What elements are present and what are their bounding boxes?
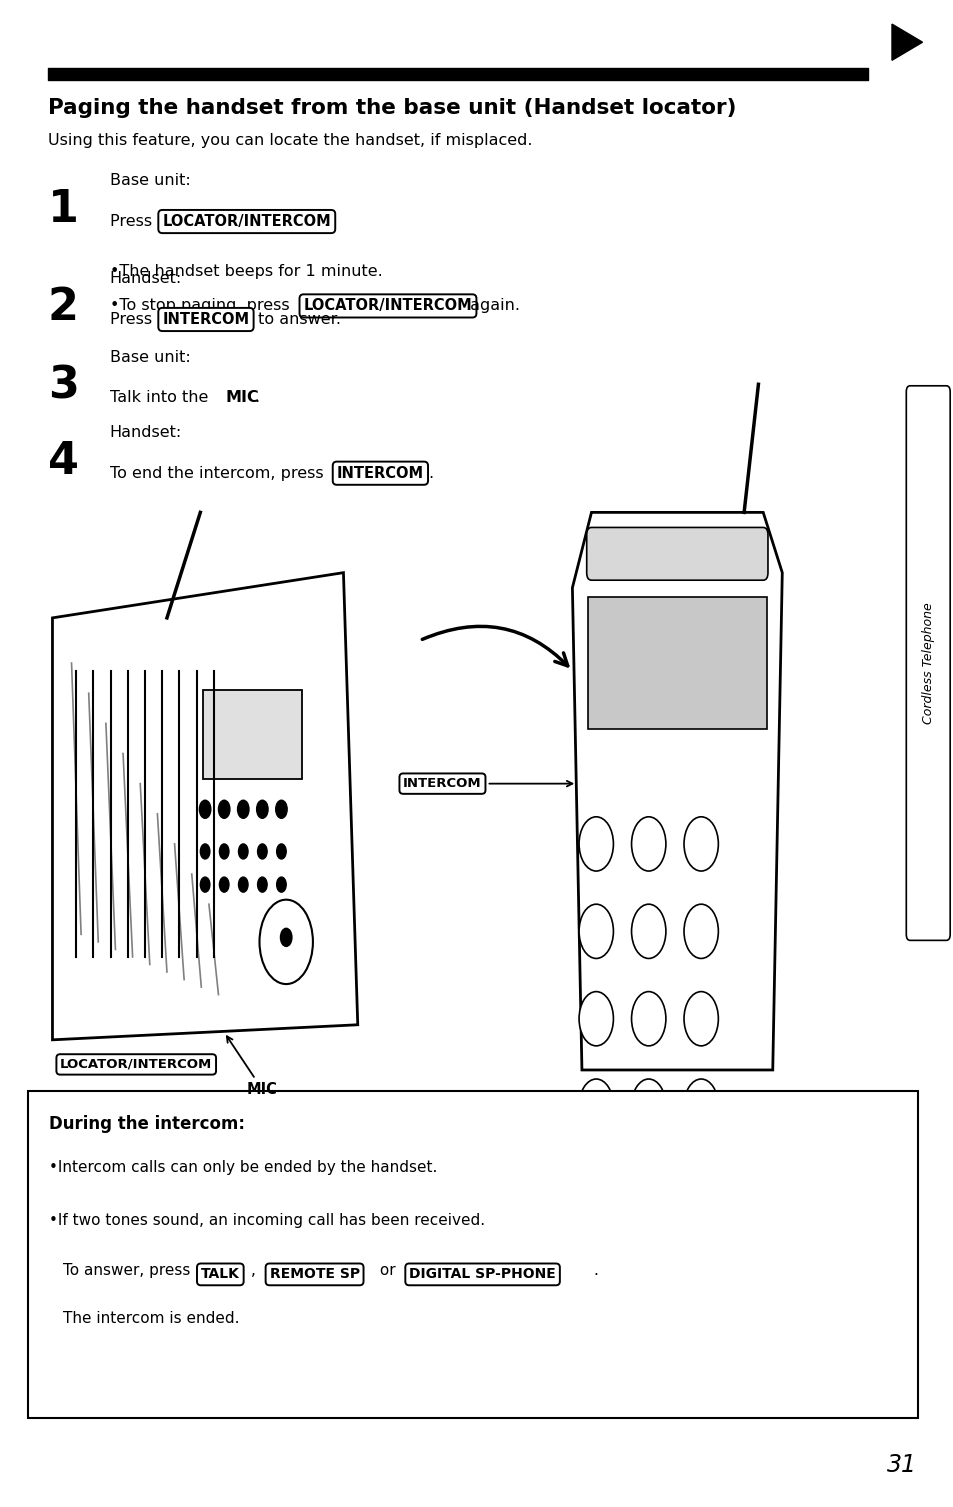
Circle shape — [631, 817, 665, 871]
Polygon shape — [52, 573, 357, 1040]
Circle shape — [578, 817, 613, 871]
Text: Press: Press — [110, 312, 157, 327]
Circle shape — [631, 992, 665, 1046]
Circle shape — [631, 1079, 665, 1133]
Text: MIC: MIC — [227, 1037, 277, 1097]
Circle shape — [199, 800, 211, 818]
Text: Cordless Telephone: Cordless Telephone — [921, 603, 934, 723]
Text: To answer, press: To answer, press — [63, 1263, 195, 1278]
Circle shape — [219, 844, 229, 859]
Text: •To stop paging, press: •To stop paging, press — [110, 298, 294, 313]
Text: Talk into the: Talk into the — [110, 390, 213, 405]
Text: LOCATOR/INTERCOM: LOCATOR/INTERCOM — [60, 1058, 213, 1071]
Text: Base unit:: Base unit: — [110, 173, 191, 188]
FancyBboxPatch shape — [586, 527, 767, 580]
Text: ,: , — [251, 1263, 260, 1278]
Circle shape — [683, 904, 718, 958]
Circle shape — [200, 844, 210, 859]
Text: 3: 3 — [48, 365, 78, 408]
Text: to answer.: to answer. — [253, 312, 341, 327]
Circle shape — [276, 877, 286, 892]
Text: 1: 1 — [48, 188, 78, 232]
Text: INTERCOM: INTERCOM — [403, 778, 481, 790]
Text: Base unit:: Base unit: — [110, 350, 191, 365]
Circle shape — [200, 877, 210, 892]
Circle shape — [275, 800, 287, 818]
Text: REMOTE SP: REMOTE SP — [270, 1267, 359, 1281]
Text: Using this feature, you can locate the handset, if misplaced.: Using this feature, you can locate the h… — [48, 133, 532, 148]
Circle shape — [631, 904, 665, 958]
Circle shape — [256, 800, 268, 818]
Text: LOCATOR/INTERCOM: LOCATOR/INTERCOM — [303, 298, 472, 313]
Text: INTERCOM: INTERCOM — [162, 312, 250, 327]
Text: .: . — [593, 1263, 598, 1278]
Text: •If two tones sound, an incoming call has been received.: •If two tones sound, an incoming call ha… — [49, 1213, 484, 1228]
Text: 4: 4 — [48, 440, 78, 484]
Text: or: or — [375, 1263, 399, 1278]
Circle shape — [280, 928, 292, 946]
Text: .: . — [323, 214, 328, 229]
Circle shape — [276, 844, 286, 859]
Text: .: . — [427, 466, 433, 481]
Text: Handset:: Handset: — [110, 271, 182, 286]
Circle shape — [238, 844, 248, 859]
Text: INTERCOM: INTERCOM — [336, 466, 423, 481]
Circle shape — [259, 900, 313, 984]
Text: 31: 31 — [885, 1453, 916, 1477]
Circle shape — [578, 1079, 613, 1133]
Text: During the intercom:: During the intercom: — [49, 1115, 244, 1133]
Circle shape — [257, 844, 267, 859]
Text: again.: again. — [464, 298, 519, 313]
Text: .: . — [254, 390, 259, 405]
Text: •The handset beeps for 1 minute.: •The handset beeps for 1 minute. — [110, 264, 382, 279]
Circle shape — [237, 800, 249, 818]
FancyBboxPatch shape — [203, 690, 302, 779]
Text: LOCATOR/INTERCOM: LOCATOR/INTERCOM — [162, 214, 331, 229]
Text: The intercom is ended.: The intercom is ended. — [63, 1311, 239, 1326]
Circle shape — [683, 817, 718, 871]
FancyBboxPatch shape — [28, 1091, 917, 1418]
Text: TALK: TALK — [201, 1267, 239, 1281]
Text: 2: 2 — [48, 286, 78, 330]
FancyBboxPatch shape — [587, 597, 766, 729]
Text: Paging the handset from the base unit (Handset locator): Paging the handset from the base unit (H… — [48, 98, 736, 118]
Text: •Intercom calls can only be ended by the handset.: •Intercom calls can only be ended by the… — [49, 1160, 436, 1175]
FancyBboxPatch shape — [905, 386, 949, 940]
Circle shape — [257, 877, 267, 892]
Circle shape — [219, 877, 229, 892]
Text: MIC: MIC — [226, 390, 259, 405]
Circle shape — [578, 904, 613, 958]
Text: Handset:: Handset: — [110, 425, 182, 440]
Text: To end the intercom, press: To end the intercom, press — [110, 466, 328, 481]
Polygon shape — [891, 24, 922, 60]
FancyArrowPatch shape — [422, 627, 567, 666]
Circle shape — [578, 992, 613, 1046]
Circle shape — [683, 1079, 718, 1133]
Text: Press: Press — [110, 214, 157, 229]
Circle shape — [218, 800, 230, 818]
Circle shape — [683, 992, 718, 1046]
Circle shape — [238, 877, 248, 892]
Polygon shape — [572, 512, 781, 1070]
Text: DIGITAL SP-PHONE: DIGITAL SP-PHONE — [409, 1267, 556, 1281]
